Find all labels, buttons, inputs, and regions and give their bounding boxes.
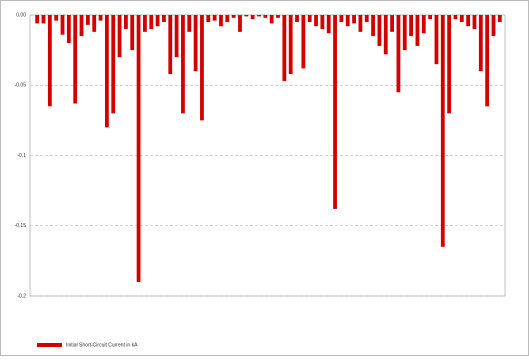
bar bbox=[155, 15, 160, 27]
bar bbox=[250, 15, 255, 20]
bar bbox=[136, 15, 141, 282]
bar bbox=[98, 15, 103, 21]
bar bbox=[231, 15, 236, 18]
bar bbox=[117, 15, 122, 58]
bar bbox=[491, 15, 496, 37]
bar bbox=[447, 15, 452, 114]
bar bbox=[60, 15, 65, 35]
bar bbox=[415, 15, 420, 46]
bar bbox=[326, 15, 331, 34]
bar bbox=[459, 15, 464, 23]
bar bbox=[181, 15, 185, 114]
bar bbox=[497, 15, 502, 23]
bar bbox=[390, 15, 394, 32]
bar bbox=[257, 15, 261, 17]
bar bbox=[320, 15, 325, 30]
y-tick-label: -0.15 bbox=[15, 223, 27, 229]
y-tick-label: -0.05 bbox=[15, 83, 27, 89]
bar bbox=[162, 15, 166, 23]
bar bbox=[383, 15, 388, 55]
bar bbox=[269, 15, 274, 24]
bar bbox=[314, 15, 318, 27]
bar bbox=[206, 15, 211, 23]
legend-swatch bbox=[37, 343, 62, 347]
bar bbox=[92, 15, 97, 32]
bar bbox=[238, 15, 242, 32]
bar bbox=[371, 15, 375, 37]
bar bbox=[409, 15, 414, 37]
bar bbox=[79, 15, 84, 37]
bar bbox=[466, 15, 471, 27]
bar bbox=[41, 15, 46, 24]
bar bbox=[85, 15, 90, 25]
bar bbox=[364, 15, 369, 23]
bar bbox=[54, 15, 59, 21]
bar bbox=[200, 15, 204, 121]
bar bbox=[352, 15, 356, 24]
bar bbox=[421, 15, 426, 34]
bar bbox=[187, 15, 192, 32]
bar bbox=[130, 15, 135, 51]
bar bbox=[453, 15, 458, 20]
bar bbox=[345, 15, 350, 27]
bar bbox=[123, 15, 128, 30]
bar bbox=[333, 15, 337, 209]
y-tick-label: -0.1 bbox=[17, 153, 26, 159]
bar bbox=[66, 15, 71, 44]
bar bbox=[301, 15, 306, 69]
bar bbox=[358, 15, 363, 32]
bar bbox=[193, 15, 198, 72]
bar bbox=[168, 15, 173, 75]
bar bbox=[396, 15, 401, 93]
bar bbox=[339, 15, 344, 23]
bar bbox=[73, 15, 78, 104]
bar bbox=[219, 15, 223, 27]
bar bbox=[478, 15, 483, 72]
bar bbox=[149, 15, 154, 30]
bar bbox=[212, 15, 217, 21]
bar bbox=[472, 15, 477, 30]
bar bbox=[143, 15, 147, 32]
bar bbox=[434, 15, 439, 65]
bar bbox=[377, 15, 382, 46]
bar bbox=[282, 15, 287, 82]
legend-label: Initial Short-Circuit Current in kA bbox=[66, 342, 138, 348]
bar bbox=[307, 15, 312, 23]
bar bbox=[440, 15, 445, 247]
bar bbox=[104, 15, 109, 128]
bar bbox=[288, 15, 293, 75]
bar bbox=[225, 15, 230, 23]
bar bbox=[485, 15, 490, 107]
y-tick-label: 0.00 bbox=[16, 12, 26, 18]
bar bbox=[35, 15, 40, 24]
bar bbox=[263, 15, 268, 18]
bar bbox=[174, 15, 179, 58]
bar bbox=[295, 15, 299, 23]
bar bbox=[111, 15, 116, 114]
bar bbox=[428, 15, 433, 20]
y-tick-label: -0.2 bbox=[17, 293, 26, 299]
bar bbox=[244, 15, 249, 17]
bar bbox=[276, 15, 280, 18]
bar bbox=[47, 15, 52, 107]
bar bbox=[402, 15, 407, 51]
